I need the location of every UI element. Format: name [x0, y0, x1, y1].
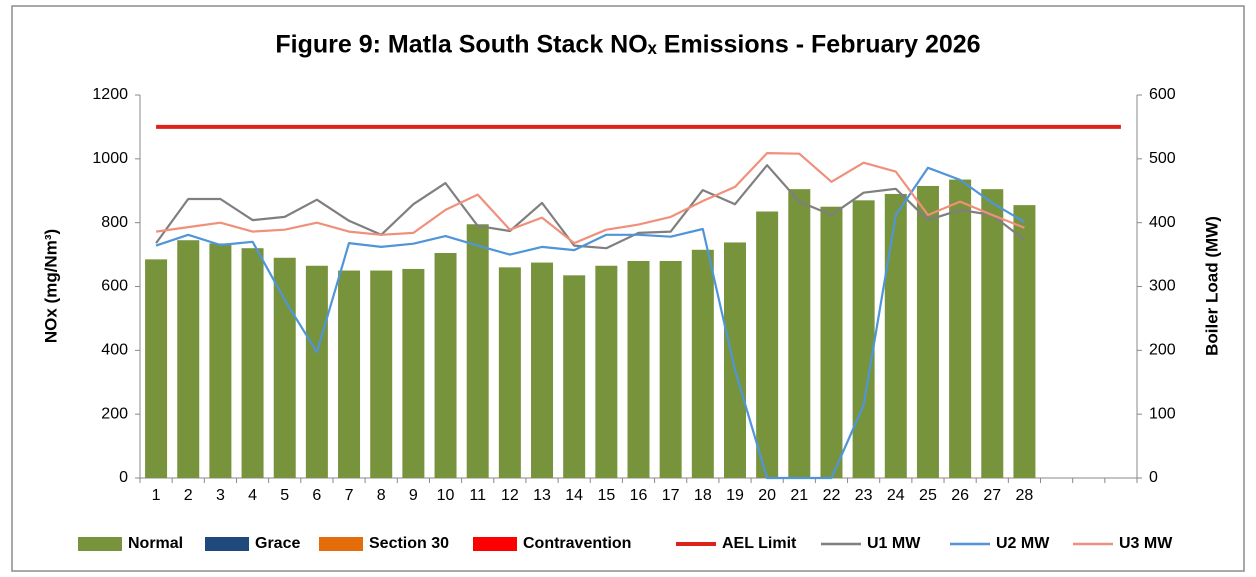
bar: [659, 260, 682, 478]
bar: [723, 242, 746, 478]
y-tick-label: 1000: [92, 150, 128, 167]
y2-tick-label: 600: [1149, 86, 1176, 103]
y-tick-label: 200: [101, 405, 128, 422]
legend-label: U2 MW: [996, 535, 1050, 552]
bar: [820, 206, 843, 479]
x-tick-label: 22: [823, 487, 841, 504]
y2-tick-label: 300: [1149, 278, 1176, 295]
legend-label: Grace: [255, 535, 300, 552]
x-tick-label: 23: [855, 487, 873, 504]
y-axis-label: NOx (mg/Nm³): [41, 229, 60, 343]
bar: [884, 193, 907, 479]
y2-tick-label: 400: [1149, 214, 1176, 231]
bar: [595, 265, 618, 478]
x-tick-label: 5: [280, 487, 289, 504]
bar: [691, 249, 714, 478]
bar: [338, 270, 361, 478]
legend-swatch: [319, 537, 363, 551]
bar: [145, 259, 168, 478]
x-tick-label: 2: [184, 487, 193, 504]
legend-label: Section 30: [369, 535, 449, 552]
y2-tick-label: 500: [1149, 150, 1176, 167]
x-tick-label: 15: [597, 487, 615, 504]
x-tick-label: 26: [951, 487, 969, 504]
x-tick-label: 11: [469, 487, 486, 504]
bar: [434, 252, 457, 478]
bar: [788, 189, 811, 478]
x-tick-label: 12: [501, 487, 519, 504]
line-series: [155, 166, 1025, 480]
bar: [402, 268, 425, 478]
y2-axis-label: Boiler Load (MW): [1202, 216, 1221, 356]
bar: [531, 262, 554, 478]
x-tick-label: 18: [694, 487, 712, 504]
x-tick-label: 28: [1016, 487, 1034, 504]
bar: [305, 265, 328, 478]
x-tick-label: 27: [983, 487, 1001, 504]
x-tick-label: 3: [216, 487, 225, 504]
y2-tick-label: 0: [1149, 469, 1158, 486]
line-series: [155, 152, 1025, 245]
chart-title: Figure 9: Matla South Stack NOₓ Emission…: [275, 31, 980, 59]
x-tick-label: 6: [312, 487, 321, 504]
line-series: [155, 164, 1026, 250]
bar: [852, 200, 875, 478]
legend-swatch: [473, 537, 517, 551]
bar: [916, 185, 939, 478]
y-tick-label: 800: [101, 214, 128, 231]
x-tick-label: 17: [662, 487, 680, 504]
legend-label: AEL Limit: [722, 535, 797, 552]
bar: [370, 270, 393, 478]
x-tick-label: 4: [248, 487, 257, 504]
x-tick-label: 1: [152, 487, 161, 504]
x-tick-label: 19: [726, 487, 744, 504]
bar: [949, 179, 972, 478]
x-tick-label: 20: [758, 487, 776, 504]
bar: [1013, 205, 1036, 479]
bar: [627, 260, 650, 478]
y-tick-label: 1200: [92, 86, 128, 103]
x-tick-label: 24: [887, 487, 905, 504]
x-tick-label: 8: [377, 487, 386, 504]
legend-label: Normal: [128, 535, 183, 552]
x-tick-label: 21: [790, 487, 808, 504]
y2-tick-label: 200: [1149, 342, 1176, 359]
legend-label: Contravention: [523, 535, 631, 552]
x-tick-label: 14: [565, 487, 583, 504]
bar: [273, 257, 296, 478]
x-tick-label: 7: [345, 487, 354, 504]
legend-swatch: [205, 537, 249, 551]
y-tick-label: 0: [119, 469, 128, 486]
bar: [209, 243, 232, 478]
bar: [466, 224, 489, 478]
y-tick-label: 400: [101, 342, 128, 359]
x-tick-label: 9: [409, 487, 418, 504]
x-tick-label: 13: [533, 487, 551, 504]
legend-label: U1 MW: [867, 535, 921, 552]
bar: [498, 267, 521, 478]
bar: [756, 211, 779, 478]
legend-swatch: [78, 537, 122, 551]
legend-label: U3 MW: [1119, 535, 1173, 552]
x-tick-label: 25: [919, 487, 937, 504]
bar: [241, 248, 264, 478]
bar: [563, 275, 586, 478]
bar: [981, 189, 1004, 478]
bar: [177, 240, 200, 478]
y-tick-label: 600: [101, 278, 128, 295]
y2-tick-label: 100: [1149, 405, 1176, 422]
x-tick-label: 10: [437, 487, 455, 504]
x-tick-label: 16: [630, 487, 648, 504]
